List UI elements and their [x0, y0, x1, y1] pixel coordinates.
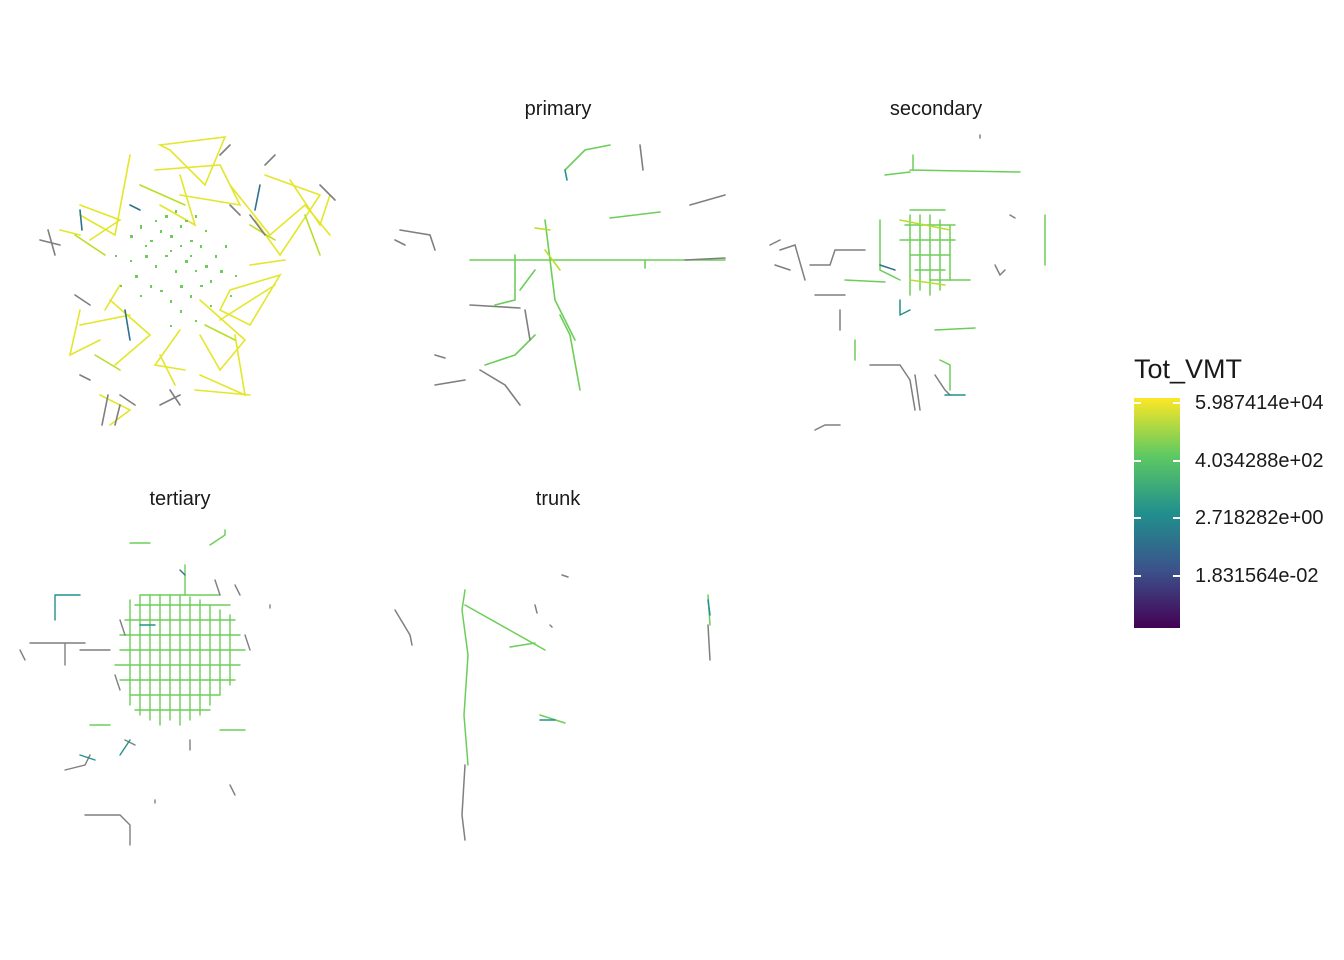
facet-title-primary: primary: [524, 98, 592, 120]
road-lines-all: [39, 136, 336, 426]
map-panel-secondary: [769, 134, 1046, 431]
legend-tick: [1173, 460, 1180, 462]
legend-tick: [1173, 402, 1180, 404]
legend-tick: [1134, 575, 1141, 577]
road-segments-center: [115, 210, 237, 327]
legend-label: 2.718282e+00: [1195, 507, 1324, 529]
legend-tick: [1134, 460, 1141, 462]
legend-colorbar: [1134, 398, 1180, 628]
legend-tick: [1134, 402, 1141, 404]
map-panel-trunk: [394, 574, 711, 841]
map-panel-tertiary: [19, 529, 271, 846]
legend-tick: [1173, 575, 1180, 577]
legend-label: 1.831564e-02: [1195, 565, 1319, 587]
legend-tick: [1134, 517, 1141, 519]
map-panel-primary: [394, 144, 726, 406]
legend-label: 4.034288e+02: [1195, 450, 1324, 472]
facet-title-tertiary: tertiary: [149, 488, 211, 510]
map-panel-all: [39, 136, 336, 426]
facet-title-secondary: secondary: [889, 98, 983, 120]
legend-title: Tot_VMT: [1134, 354, 1243, 384]
facet-title-trunk: trunk: [535, 488, 581, 510]
legend-tick: [1173, 517, 1180, 519]
legend-label: 5.987414e+04: [1195, 392, 1324, 414]
